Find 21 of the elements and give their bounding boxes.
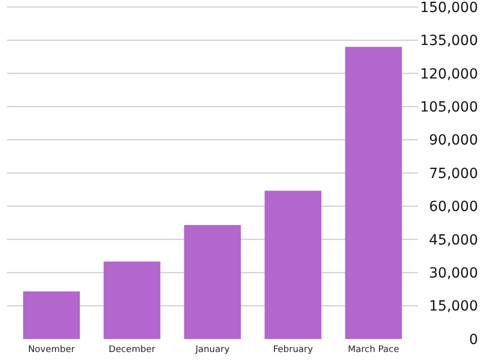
y-tick-label: 15,000 (429, 298, 478, 315)
y-tick-label: 45,000 (429, 232, 478, 248)
y-tick-label: 30,000 (429, 266, 478, 282)
bar (104, 262, 160, 339)
y-tick-label: 60,000 (429, 199, 478, 216)
y-tick-label: 135,000 (420, 33, 478, 50)
bar (23, 291, 80, 339)
x-tick-label: February (273, 345, 314, 355)
bar (345, 46, 402, 339)
y-tick-label: 0 (469, 332, 478, 348)
bar (184, 225, 241, 339)
x-tick-label: January (194, 345, 230, 355)
y-tick-label: 120,000 (420, 66, 478, 82)
y-tick-label: 75,000 (429, 166, 478, 182)
bar (264, 190, 322, 339)
x-tick-label: November (28, 345, 76, 355)
x-tick-label: March Pace (348, 345, 400, 355)
x-tick-label: December (108, 345, 156, 355)
y-tick-label: 150,000 (420, 0, 478, 16)
y-tick-label: 105,000 (420, 100, 478, 116)
y-tick-label: 90,000 (429, 132, 478, 149)
